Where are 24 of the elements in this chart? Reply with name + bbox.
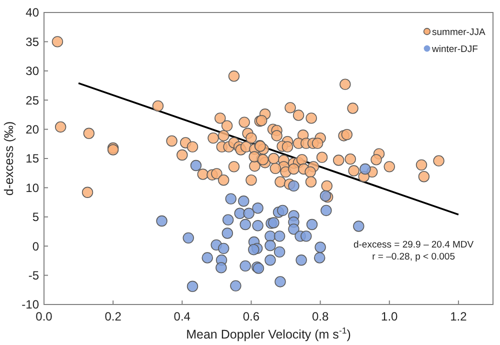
- x-tick-label: 0.2: [104, 310, 122, 324]
- x-tick-label: 0.6: [242, 310, 260, 324]
- x-tick-label: 0.0: [36, 310, 53, 324]
- y-tick-label: 0: [32, 239, 40, 254]
- x-axis-title: Mean Doppler Velocity (m s$^{-1}$): [186, 326, 351, 342]
- y-tick-label: 10: [26, 180, 40, 195]
- annotation: r = –0.28, p < 0.005: [372, 251, 456, 262]
- x-tick-label: 0.8: [312, 310, 329, 324]
- y-tick-label: 40: [26, 6, 40, 20]
- y-tick-label: 25: [26, 93, 40, 108]
- y-tick-label: 20: [26, 122, 40, 136]
- y-tick-label: -5: [28, 268, 40, 282]
- y-axis-title: d-excess (‰): [2, 121, 16, 196]
- y-tick-label: -10: [22, 298, 40, 312]
- x-tick-label: 1.0: [381, 310, 398, 324]
- y-tick-label: 35: [26, 34, 40, 49]
- y-tick-label: 15: [26, 152, 40, 166]
- y-tick-label: 5: [32, 210, 40, 224]
- x-tick-label: 1.2: [450, 310, 468, 324]
- legend-label: winter-DJF: [431, 44, 478, 55]
- y-tick-label: 30: [26, 64, 40, 78]
- legend-label: summer-JJA: [432, 26, 486, 38]
- annotation: d-excess = 29.9 – 20.4 MDV: [353, 239, 474, 250]
- x-tick-label: 0.4: [174, 310, 191, 324]
